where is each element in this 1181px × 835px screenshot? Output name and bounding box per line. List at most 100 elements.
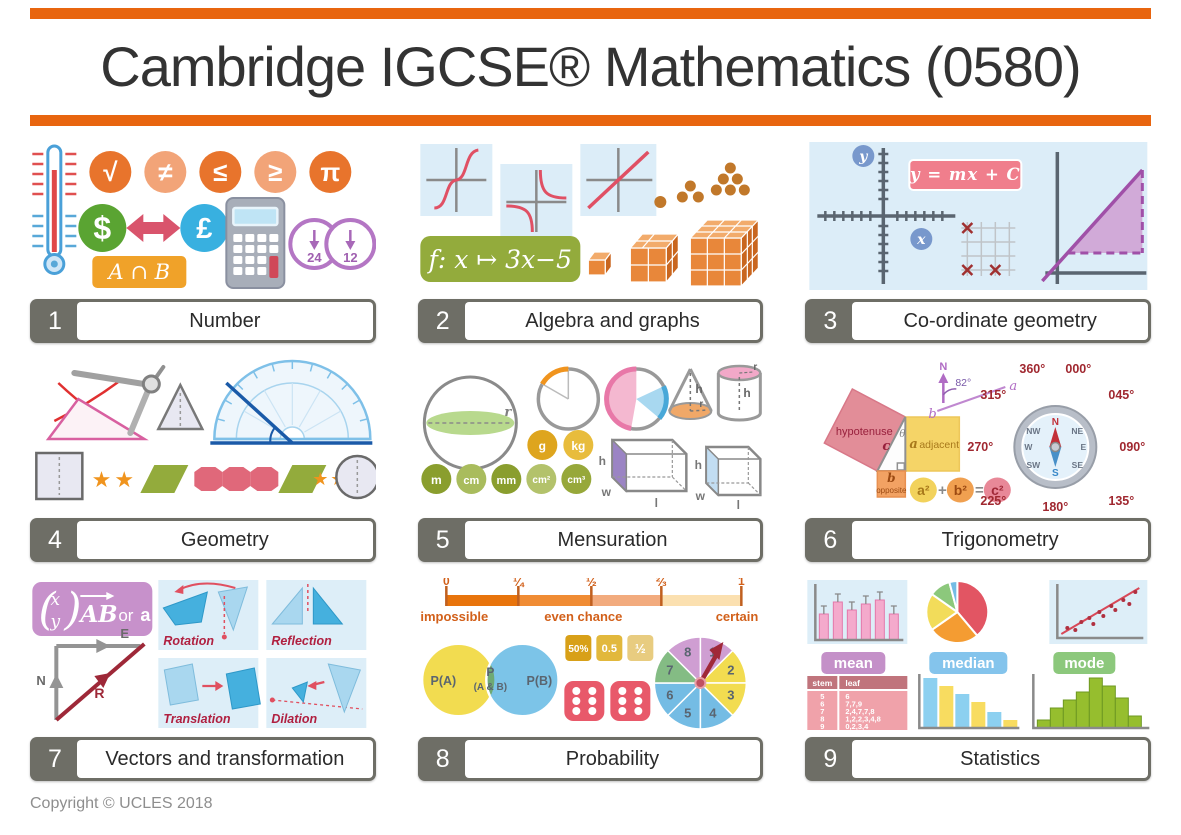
svg-text:6: 6 bbox=[821, 700, 825, 709]
svg-text:kg: kg bbox=[571, 439, 585, 453]
probability-scale-icon: 0 ¼ ½ ⅔ 1 impossible even chance certain bbox=[420, 578, 758, 624]
section-title: Co-ordinate geometry bbox=[852, 302, 1148, 340]
page-title: Cambridge IGCSE® Mathematics (0580) bbox=[100, 35, 1081, 98]
svg-text:or: or bbox=[118, 606, 133, 625]
svg-text:h: h bbox=[695, 382, 702, 396]
svg-text:⅔: ⅔ bbox=[656, 578, 667, 589]
linear-graph-icon bbox=[579, 144, 656, 216]
svg-text:½: ½ bbox=[635, 641, 646, 656]
svg-text:=: = bbox=[975, 482, 984, 499]
section-label-trigonometry: 6 Trigonometry bbox=[805, 518, 1151, 562]
svg-text:c: c bbox=[883, 439, 891, 454]
svg-text:270°: 270° bbox=[968, 440, 994, 454]
svg-text:cm³: cm³ bbox=[567, 475, 585, 486]
svg-text:2: 2 bbox=[727, 662, 734, 677]
svg-text:a²: a² bbox=[917, 482, 930, 498]
function-notation-icon: f: x ↦ 3x−5 bbox=[419, 236, 580, 282]
svg-text:A ∩ B: A ∩ B bbox=[107, 260, 171, 284]
svg-text:E: E bbox=[1081, 442, 1087, 452]
svg-text:225°: 225° bbox=[981, 494, 1007, 508]
stem-leaf-table-icon: stem leaf 5 6 7 8 9 6 7,7,9 2,4,7,7,8 bbox=[807, 676, 908, 731]
svg-text:certain: certain bbox=[715, 609, 758, 624]
clock-12-label: 12 bbox=[343, 250, 357, 265]
svg-text:82°: 82° bbox=[956, 377, 972, 389]
svg-text:7,7,9: 7,7,9 bbox=[846, 700, 863, 709]
mensuration-icons: r bbox=[418, 359, 764, 512]
svg-text:a: a bbox=[140, 605, 151, 625]
dice-icons bbox=[563, 681, 650, 721]
svg-text:7: 7 bbox=[666, 662, 673, 677]
svg-text:315°: 315° bbox=[981, 388, 1007, 402]
clock-icons: 24 12 bbox=[288, 218, 376, 270]
syllabus-grid: √ ≠ ≤ ≥ π $ £ A ∩ B bbox=[30, 140, 1151, 781]
clock-24-label: 24 bbox=[307, 250, 322, 265]
arc-circle-icon bbox=[536, 366, 600, 431]
reflection-tile: Reflection bbox=[266, 580, 367, 650]
section-probability: 0 ¼ ½ ⅔ 1 impossible even chance certain bbox=[417, 578, 764, 781]
length-unit-icons: m cm mm cm² cm³ bbox=[420, 464, 591, 494]
section-number-badge: 9 bbox=[823, 744, 838, 773]
svg-text:1: 1 bbox=[738, 578, 745, 588]
cross-marks-icon bbox=[961, 222, 1002, 276]
currency-conversion-icon: $ £ bbox=[78, 204, 229, 252]
svg-text:adjacent: adjacent bbox=[920, 439, 960, 451]
svg-text:N: N bbox=[36, 673, 45, 688]
algebra-icons: f: x ↦ 3x−5 bbox=[418, 140, 764, 293]
svg-text:f: x ↦ 3x−5: f: x ↦ 3x−5 bbox=[426, 245, 571, 274]
symmetry-circle-icon bbox=[335, 454, 376, 500]
axes-icon bbox=[817, 148, 956, 284]
svg-text:stem: stem bbox=[813, 678, 833, 688]
not-equal-icon: ≠ bbox=[158, 157, 172, 187]
octagons-icon bbox=[194, 467, 279, 491]
top-orange-rule bbox=[30, 8, 1151, 19]
bearing-labels: 360° 000° 045° 090° 135° 180° 225° 270° … bbox=[968, 362, 1146, 512]
geometry-icons: ★★ ★★ bbox=[30, 359, 376, 512]
math-symbol-icons: √ ≠ ≤ ≥ π bbox=[89, 151, 352, 193]
calculator-icon bbox=[225, 197, 286, 289]
svg-text:000°: 000° bbox=[1066, 362, 1092, 376]
svg-text:W: W bbox=[1025, 442, 1034, 452]
spinner-icon: 1 2 3 4 5 6 7 8 bbox=[653, 636, 747, 730]
svg-text:2,4,7,7,8: 2,4,7,7,8 bbox=[846, 707, 875, 716]
dollar-icon: $ bbox=[93, 210, 111, 246]
sector-circle-icon bbox=[603, 366, 669, 431]
cylinder-icon: r h bbox=[716, 362, 762, 422]
compasses-construction-icon bbox=[45, 365, 166, 441]
mean-badge: mean bbox=[834, 655, 873, 672]
svg-text:S: S bbox=[1052, 468, 1059, 479]
cuboid-icon: h w l bbox=[598, 438, 688, 510]
section-number-badge: 6 bbox=[823, 525, 838, 554]
svg-text:x: x bbox=[916, 232, 926, 248]
greater-equal-icon: ≥ bbox=[268, 157, 282, 187]
svg-text:Rotation: Rotation bbox=[163, 634, 214, 648]
svg-text:0,2,3,4: 0,2,3,4 bbox=[846, 722, 870, 731]
svg-text:5: 5 bbox=[821, 692, 825, 701]
vector-notation-badge: ( x y ) AB or a bbox=[32, 582, 153, 636]
pound-icon: £ bbox=[196, 213, 212, 245]
svg-text:090°: 090° bbox=[1120, 440, 1146, 454]
section-label-mensuration: 5 Mensuration bbox=[417, 518, 764, 562]
grid-plot-icon bbox=[961, 222, 1016, 276]
cone-icon: h r bbox=[667, 368, 713, 420]
bar-chart-icon bbox=[918, 674, 1020, 730]
angle-arm-line bbox=[225, 381, 294, 445]
section-coordinate-geometry: y x y = mx + C bbox=[805, 140, 1151, 343]
svg-text:+: + bbox=[938, 482, 947, 499]
pie-chart-icon bbox=[925, 580, 990, 644]
svg-text:N: N bbox=[1052, 417, 1059, 428]
triangular-numbers-icon bbox=[653, 162, 750, 208]
half-badges-icon: 50% 0.5 ½ bbox=[564, 635, 653, 661]
svg-text:w: w bbox=[694, 489, 705, 503]
svg-text:NE: NE bbox=[1072, 426, 1084, 436]
venn-diagram-icon: P(A) P (A & B) P(B) bbox=[420, 643, 559, 717]
set-notation-icon: A ∩ B bbox=[92, 256, 187, 288]
svg-text:P(A): P(A) bbox=[430, 674, 456, 688]
svg-text:(A & B): (A & B) bbox=[473, 682, 507, 693]
section-title: Geometry bbox=[77, 521, 373, 559]
stars-icon: ★★ bbox=[92, 467, 137, 492]
parallelogram-icon bbox=[140, 465, 189, 493]
svg-text:1,2,2,3,4,8: 1,2,2,3,4,8 bbox=[846, 715, 881, 724]
svg-text:135°: 135° bbox=[1109, 494, 1135, 508]
bar-chart-error-bars-icon bbox=[807, 580, 908, 644]
svg-text:NW: NW bbox=[1027, 426, 1042, 436]
